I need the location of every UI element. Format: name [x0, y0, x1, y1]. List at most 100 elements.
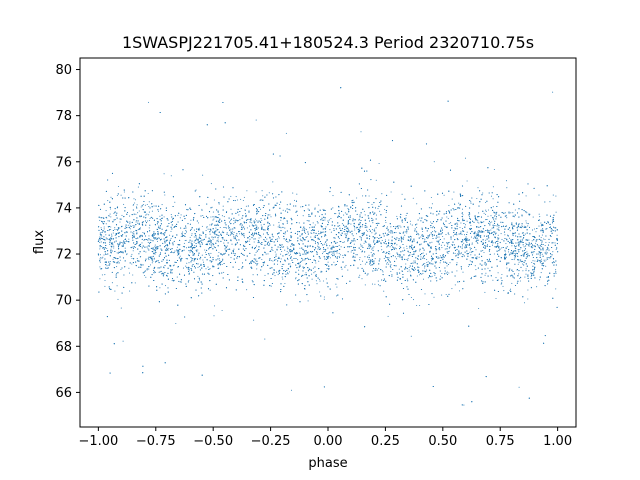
data-point: [339, 225, 341, 227]
data-point: [368, 202, 370, 204]
data-point: [538, 194, 540, 196]
data-point: [122, 340, 124, 342]
data-point: [338, 252, 340, 254]
data-point: [124, 241, 126, 243]
data-point: [493, 168, 495, 171]
data-point: [223, 271, 225, 273]
data-point: [474, 235, 476, 237]
data-point: [201, 208, 203, 210]
data-point: [157, 210, 160, 212]
data-point: [403, 231, 405, 233]
data-point: [299, 253, 301, 255]
data-point: [490, 229, 492, 231]
data-point: [371, 203, 373, 205]
data-point: [260, 243, 262, 245]
data-point: [285, 132, 287, 134]
data-point: [510, 252, 512, 254]
data-point: [133, 232, 135, 234]
data-point: [160, 233, 162, 235]
data-point: [532, 216, 534, 218]
data-point: [159, 215, 161, 217]
data-point: [506, 187, 508, 189]
data-point: [395, 232, 397, 234]
data-point: [129, 223, 131, 225]
data-point: [404, 234, 406, 236]
data-point: [532, 252, 534, 254]
data-point: [513, 259, 515, 261]
data-point: [478, 222, 480, 224]
data-point: [176, 276, 178, 278]
data-point: [330, 231, 332, 233]
data-point: [311, 232, 313, 234]
data-point: [531, 261, 533, 264]
data-point: [403, 236, 405, 238]
data-point: [245, 205, 247, 207]
data-point: [522, 270, 524, 272]
data-point: [151, 262, 153, 264]
data-point: [253, 234, 255, 236]
data-point: [429, 233, 431, 236]
data-point: [105, 234, 107, 236]
data-point: [415, 250, 417, 252]
data-point: [285, 239, 287, 241]
data-point: [294, 252, 296, 254]
data-point: [454, 284, 456, 286]
data-point: [371, 254, 373, 256]
data-point: [254, 259, 257, 261]
data-point: [467, 238, 469, 240]
data-point: [555, 288, 557, 290]
data-point: [304, 251, 306, 253]
data-point: [447, 251, 449, 253]
data-point: [254, 221, 256, 223]
data-point: [432, 227, 434, 229]
data-point: [433, 161, 435, 163]
data-point: [491, 244, 494, 246]
data-point: [198, 242, 200, 244]
data-point: [469, 260, 471, 262]
data-point: [165, 250, 168, 252]
data-point: [135, 220, 137, 222]
data-point: [121, 214, 123, 216]
data-point: [139, 227, 142, 229]
data-point: [537, 245, 539, 247]
data-point: [375, 214, 378, 216]
data-point: [352, 235, 354, 237]
data-point: [390, 267, 392, 269]
data-point: [258, 237, 260, 239]
data-point: [547, 258, 549, 260]
data-point: [318, 278, 320, 280]
data-point: [488, 250, 490, 252]
data-point: [183, 227, 185, 229]
data-point: [154, 249, 156, 251]
data-point: [253, 319, 255, 321]
data-point: [148, 235, 150, 237]
data-point: [385, 211, 387, 214]
data-point: [318, 238, 320, 240]
data-point: [548, 241, 550, 244]
data-point: [352, 240, 354, 242]
data-point: [261, 219, 263, 221]
data-point: [264, 338, 266, 340]
data-point: [456, 254, 458, 256]
data-point: [338, 257, 341, 259]
data-point: [117, 185, 120, 188]
data-point: [374, 258, 376, 260]
data-point: [509, 288, 512, 290]
data-point: [212, 238, 214, 240]
data-point: [218, 258, 221, 260]
data-point: [420, 256, 422, 258]
data-point: [281, 276, 283, 278]
data-point: [304, 232, 307, 234]
data-point: [477, 231, 479, 233]
data-point: [448, 222, 450, 225]
data-point: [533, 228, 536, 230]
data-point: [484, 245, 486, 247]
data-point: [419, 250, 421, 252]
data-point: [113, 247, 115, 249]
data-point: [282, 246, 284, 249]
data-point: [311, 251, 313, 253]
data-point: [298, 222, 300, 224]
data-point: [532, 247, 534, 249]
data-point: [109, 261, 111, 263]
data-point: [145, 251, 147, 253]
